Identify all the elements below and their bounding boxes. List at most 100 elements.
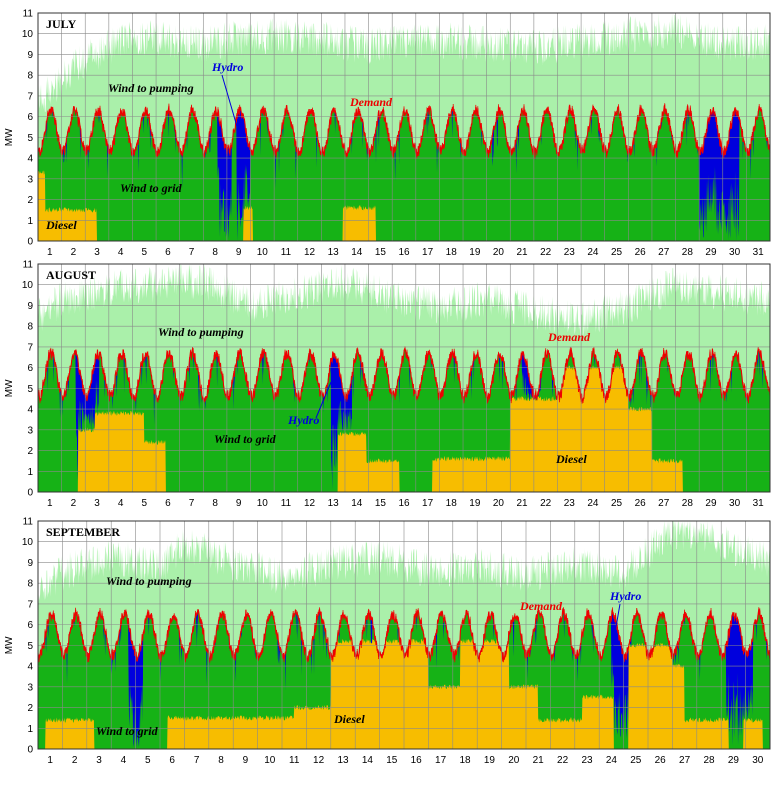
x-tick-label: 19 [484,755,496,766]
x-tick-label: 27 [679,755,691,766]
y-tick-label: 5 [27,133,33,144]
y-tick-label: 6 [27,363,33,374]
y-tick-label: 3 [27,682,33,693]
x-tick-label: 26 [635,247,647,258]
x-tick-label: 17 [422,498,434,509]
x-tick-label: 6 [169,755,175,766]
label-demand: Demand [519,599,563,613]
x-tick-label: 13 [328,247,340,258]
x-tick-label: 2 [72,755,78,766]
y-tick-label: 2 [27,195,33,206]
x-tick-label: 24 [587,247,599,258]
label-wind-to-grid: Wind to grid [120,181,183,195]
x-tick-label: 5 [145,755,151,766]
y-tick-label: 5 [27,641,33,652]
x-tick-label: 3 [94,247,100,258]
y-tick-label: 11 [23,9,34,20]
y-tick-label: 0 [27,237,33,248]
x-tick-label: 1 [47,755,53,766]
x-tick-label: 10 [264,755,276,766]
x-tick-label: 16 [411,755,423,766]
label-hydro: Hydro [287,413,319,427]
x-tick-label: 6 [165,247,171,258]
x-tick-label: 4 [118,247,124,258]
x-tick-label: 17 [422,247,434,258]
y-tick-label: 7 [27,342,33,353]
x-tick-label: 30 [752,755,764,766]
plot-frame [37,263,771,493]
x-tick-label: 27 [658,247,670,258]
x-tick-label: 20 [493,498,505,509]
y-tick-label: 4 [27,154,33,165]
label-diesel: Diesel [555,452,587,466]
y-axis-label: MW [4,379,15,397]
x-tick-label: 14 [351,247,363,258]
x-tick-label: 9 [243,755,249,766]
y-tick-label: 3 [27,174,33,185]
x-tick-label: 18 [459,755,471,766]
label-wind-to-grid: Wind to grid [214,432,277,446]
x-tick-label: 19 [469,498,481,509]
x-tick-label: 13 [337,755,349,766]
x-tick-label: 31 [753,247,765,258]
x-tick-label: 1 [47,247,53,258]
label-hydro: Hydro [211,60,243,74]
label-demand: Demand [349,95,393,109]
x-tick-label: 10 [257,247,269,258]
x-tick-label: 23 [564,247,576,258]
x-tick-label: 23 [581,755,593,766]
label-wind-to-pumping: Wind to pumping [108,81,194,95]
y-tick-label: 1 [27,467,33,478]
x-tick-label: 7 [189,498,195,509]
x-tick-label: 6 [165,498,171,509]
x-tick-label: 2 [71,247,77,258]
x-tick-label: 19 [469,247,481,258]
x-tick-label: 9 [236,498,242,509]
x-tick-label: 30 [729,498,741,509]
x-tick-label: 12 [304,498,316,509]
y-tick-label: 4 [27,662,33,673]
y-tick-label: 8 [27,579,33,590]
y-tick-label: 10 [22,280,34,291]
y-tick-label: 11 [23,260,34,271]
y-tick-label: 3 [27,425,33,436]
hydro-pointer [221,74,239,131]
x-tick-label: 21 [517,247,529,258]
y-tick-label: 9 [27,50,33,61]
x-tick-label: 14 [351,498,363,509]
y-tick-label: 8 [27,71,33,82]
x-tick-label: 31 [753,498,765,509]
label-diesel: Diesel [333,712,365,726]
hydro-pointer [611,603,621,651]
y-tick-label: 10 [22,537,34,548]
chart-title: SEPTEMBER [46,525,120,539]
x-tick-label: 5 [141,498,147,509]
x-tick-label: 22 [557,755,569,766]
x-tick-label: 26 [655,755,667,766]
series-diesel [38,365,770,492]
y-tick-label: 9 [27,301,33,312]
x-tick-label: 7 [194,755,200,766]
x-tick-label: 8 [212,247,218,258]
y-tick-label: 1 [27,724,33,735]
y-tick-label: 0 [27,745,33,756]
x-tick-label: 29 [705,247,717,258]
x-tick-label: 30 [729,247,741,258]
label-hydro: Hydro [609,589,641,603]
x-tick-label: 3 [94,498,100,509]
x-tick-label: 11 [281,247,292,258]
x-tick-label: 8 [218,755,224,766]
y-tick-label: 7 [27,91,33,102]
plot-frame [37,520,771,750]
y-tick-label: 0 [27,488,33,499]
y-tick-label: 11 [23,517,34,528]
x-tick-label: 23 [564,498,576,509]
x-tick-label: 13 [328,498,340,509]
x-tick-label: 5 [141,247,147,258]
x-tick-label: 15 [375,247,387,258]
x-tick-label: 16 [398,498,410,509]
